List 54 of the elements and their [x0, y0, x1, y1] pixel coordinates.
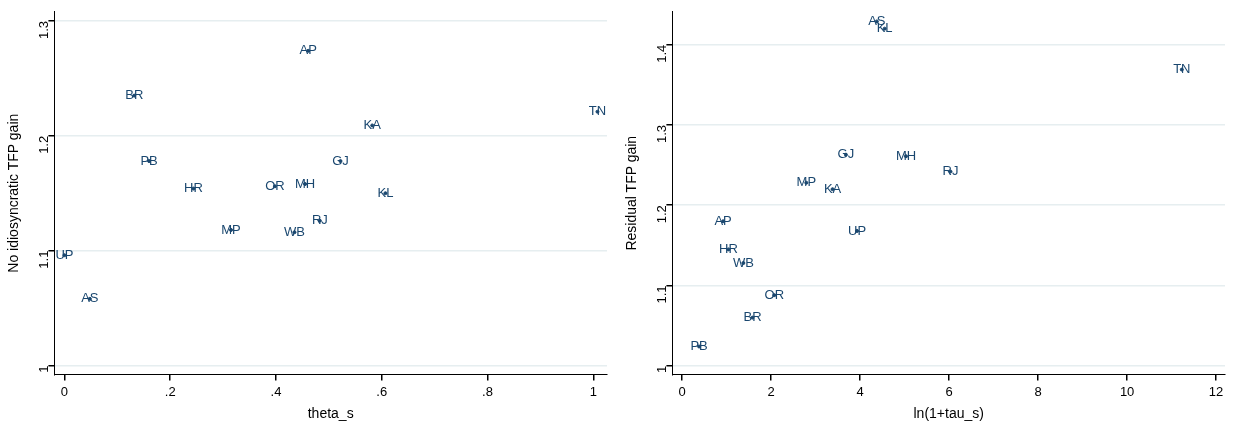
- data-label: BR: [125, 87, 144, 103]
- x-tick-label: 1: [589, 383, 597, 399]
- x-tick-label: 12: [1208, 383, 1224, 399]
- x-tick-label: 0: [60, 383, 69, 399]
- y-tick-label: 1.2: [35, 135, 51, 154]
- data-label: OR: [764, 286, 785, 302]
- data-label: PB: [690, 338, 708, 354]
- x-tick-label: .6: [376, 383, 388, 399]
- data-label: MH: [294, 175, 316, 191]
- data-label: GJ: [332, 152, 349, 168]
- data-label: TN: [588, 103, 607, 119]
- x-tick-label: 2: [767, 383, 775, 399]
- y-axis-title: Residual TFP gain: [623, 135, 640, 251]
- x-tick-label: 8: [1034, 383, 1042, 399]
- y-axis-title: No idiosyncratic TFP gain: [5, 113, 22, 273]
- data-label: AP: [714, 212, 732, 228]
- y-tick-label: 1: [653, 365, 669, 374]
- data-label: OR: [265, 177, 285, 193]
- y-tick-label: 1.1: [35, 250, 51, 269]
- data-label: WB: [284, 223, 305, 239]
- data-label: TN: [1173, 61, 1191, 77]
- x-axis-title: ln(1+tau_s): [913, 405, 984, 422]
- y-tick-label: 1.3: [653, 124, 669, 144]
- y-tick-label: 1.2: [653, 205, 669, 224]
- x-tick-label: .2: [164, 383, 176, 399]
- data-label: HR: [184, 180, 203, 196]
- data-label: KA: [823, 180, 842, 196]
- x-tick-label: 6: [945, 383, 953, 399]
- y-tick-label: 1: [35, 365, 51, 373]
- data-label: UP: [848, 222, 867, 238]
- data-label: KA: [363, 117, 382, 133]
- data-label: BR: [743, 309, 762, 325]
- x-tick-label: .4: [270, 383, 282, 399]
- data-label: AS: [81, 290, 99, 306]
- x-axis-title: theta_s: [307, 405, 354, 422]
- y-tick-label: 1.3: [35, 20, 51, 40]
- x-tick-label: .8: [482, 383, 493, 399]
- data-label: RJ: [942, 163, 959, 179]
- y-tick-label: 1.1: [653, 285, 669, 304]
- y-tick-label: 1.4: [653, 44, 669, 63]
- data-label: MP: [796, 174, 817, 190]
- data-label: RJ: [311, 212, 328, 228]
- data-label: GJ: [837, 146, 855, 162]
- x-tick-label: 4: [856, 383, 864, 399]
- x-tick-label: 10: [1119, 383, 1135, 399]
- data-label: MH: [895, 147, 917, 163]
- data-label: UP: [55, 246, 74, 262]
- x-tick-label: 0: [678, 383, 686, 399]
- data-label: AP: [299, 42, 317, 58]
- data-label: KL: [377, 184, 394, 200]
- data-label: PB: [140, 152, 158, 168]
- data-label: MP: [221, 221, 241, 237]
- data-label: HR: [719, 240, 738, 256]
- data-label: WB: [732, 254, 754, 270]
